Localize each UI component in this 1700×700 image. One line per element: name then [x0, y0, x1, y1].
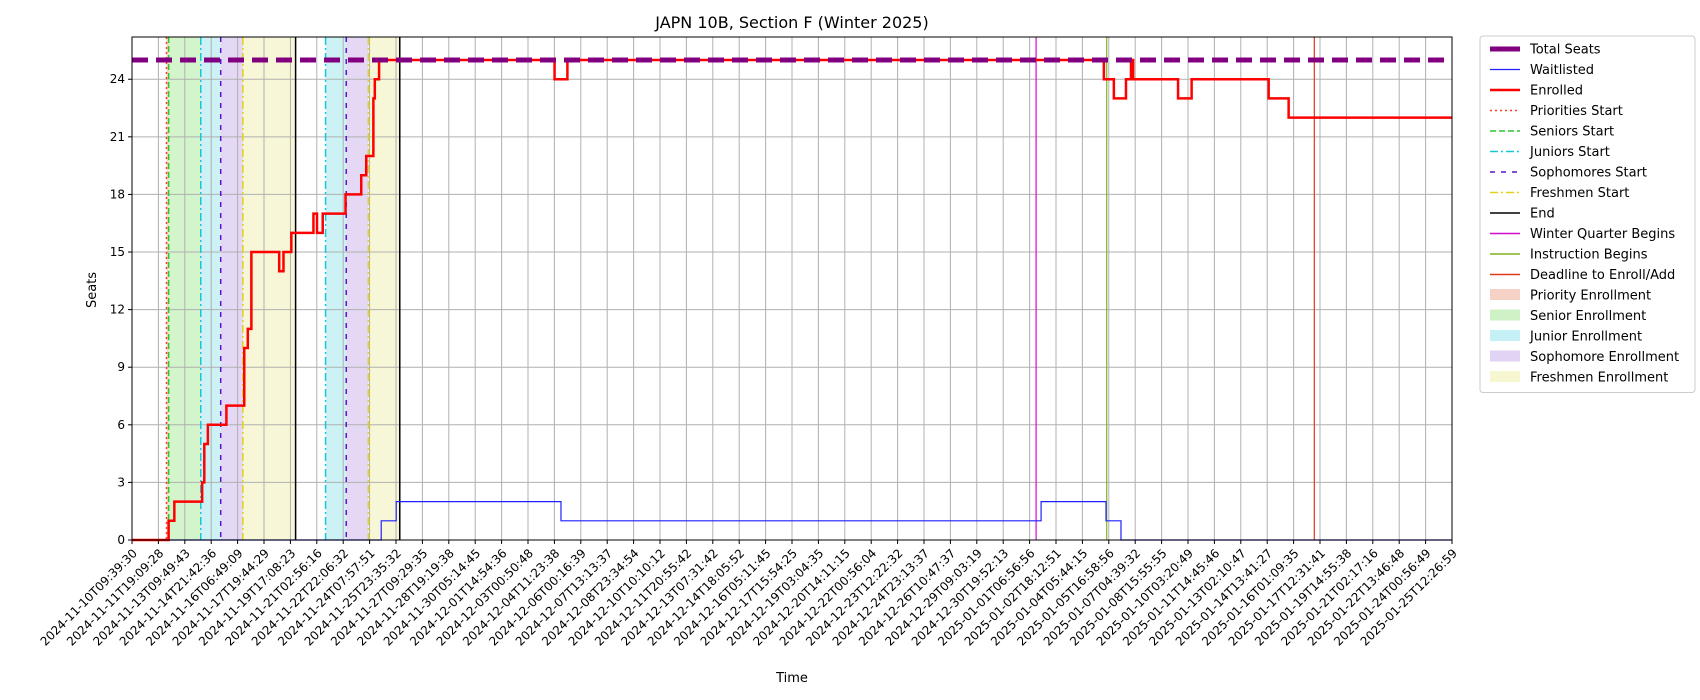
grid — [131, 37, 1453, 541]
legend-label-waitlisted: Waitlisted — [1530, 63, 1594, 78]
chart-title: JAPN 10B, Section F (Winter 2025) — [654, 13, 928, 32]
legend-label-freshmen-start: Freshmen Start — [1530, 186, 1629, 201]
legend-swatch-priority-enrollment — [1490, 289, 1520, 300]
data-series — [132, 57, 1452, 542]
y-tick-label-8: 24 — [110, 72, 125, 86]
y-tick-label-1: 3 — [117, 475, 125, 489]
x-axis-label: Time — [775, 671, 808, 686]
y-tick-label-5: 15 — [110, 245, 125, 259]
legend: Total Seats Waitlisted Enrolled Priorities … — [1479, 35, 1696, 393]
region-0 — [166, 37, 169, 540]
region-5 — [325, 37, 347, 540]
legend-label-instruction-begins: Instruction Begins — [1530, 248, 1648, 263]
legend-swatch-sophomore-enrollment — [1490, 350, 1520, 362]
legend-label-senior-enrollment: Senior Enrollment — [1530, 309, 1646, 324]
event-lines — [165, 37, 1315, 540]
legend-swatch-freshmen-enrollment — [1490, 371, 1520, 382]
legend-label-sophomores-start: Sophomores Start — [1530, 166, 1647, 181]
y-tick-label-4: 12 — [110, 303, 125, 317]
legend-label-sophomore-enrollment: Sophomore Enrollment — [1530, 350, 1679, 365]
y-tick-label-3: 9 — [117, 360, 125, 374]
legend-swatch-senior-enrollment — [1490, 309, 1520, 321]
legend-label-total-seats: Total Seats — [1529, 43, 1601, 58]
y-tick-label-0: 0 — [117, 533, 125, 547]
region-6 — [346, 37, 369, 540]
legend-label-winter-quarter-begins: Winter Quarter Begins — [1530, 227, 1675, 242]
y-axis-ticks: 0 3 6 9 12 15 18 21 24 — [110, 72, 132, 547]
legend-label-freshmen-enrollment: Freshmen Enrollment — [1530, 371, 1668, 386]
y-tick-label-6: 18 — [110, 187, 125, 201]
legend-label-deadline-to-enroll-add: Deadline to Enroll/Add — [1530, 268, 1675, 283]
legend-label-junior-enrollment: Junior Enrollment — [1529, 330, 1642, 345]
legend-box — [1479, 35, 1696, 393]
legend-label-enrolled: Enrolled — [1530, 84, 1583, 99]
y-tick-label-2: 6 — [117, 418, 125, 432]
legend-label-priorities-start: Priorities Start — [1530, 104, 1623, 119]
region-3 — [220, 37, 243, 540]
legend-swatch-junior-enrollment — [1490, 330, 1520, 341]
series-waitlisted — [132, 501, 1452, 541]
y-tick-label-7: 21 — [110, 130, 125, 144]
legend-label-end: End — [1530, 207, 1555, 222]
legend-label-juniors-start: Juniors Start — [1529, 145, 1610, 160]
y-axis-label: Seats — [85, 272, 100, 308]
legend-label-seniors-start: Seniors Start — [1530, 125, 1614, 140]
legend-label-priority-enrollment: Priority Enrollment — [1530, 289, 1651, 304]
